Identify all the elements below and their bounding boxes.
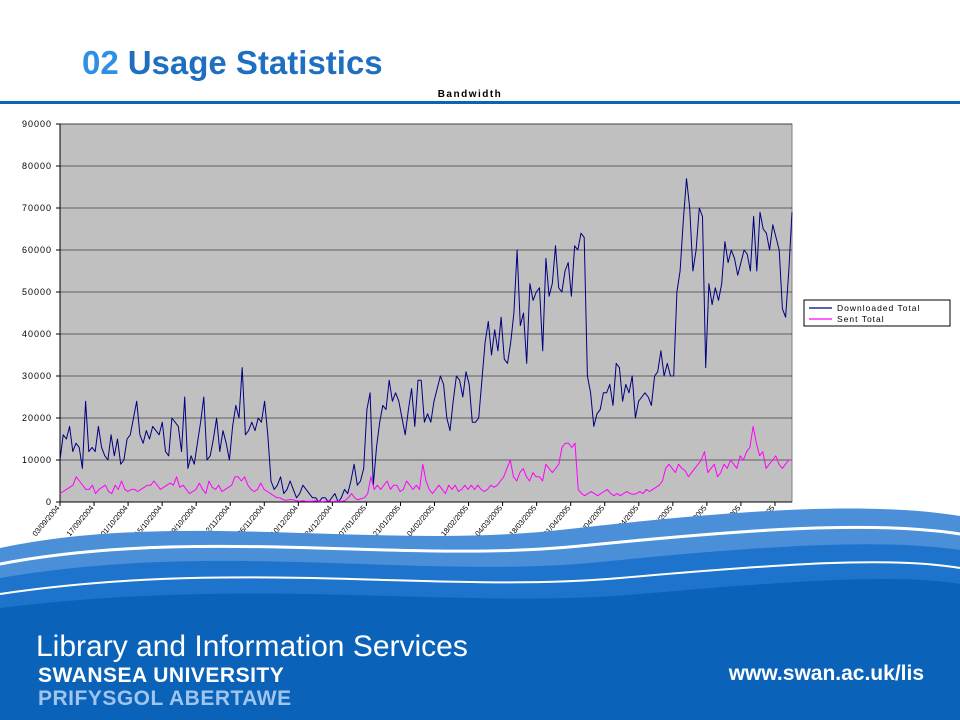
- series-line-0: [59, 178, 793, 503]
- chart-title: Bandwidth: [438, 89, 503, 100]
- y-tick-label: 0: [46, 497, 52, 507]
- footer-wave-stripe-1: [0, 525, 960, 566]
- footer-wave-dark: [0, 579, 960, 720]
- footer-wave-stripe-2: [0, 561, 960, 595]
- department-name: Library and Information Services: [36, 630, 468, 663]
- bandwidth-chart: Bandwidth 0 10000 20000 30000 40000 50000 6000…: [22, 89, 951, 538]
- slide-title-text: Usage Statistics: [127, 44, 383, 81]
- legend-label: Sent Total: [837, 314, 885, 324]
- y-tick-label: 60000: [22, 245, 52, 255]
- y-tick-label: 90000: [22, 119, 52, 129]
- y-tick-label: 20000: [22, 413, 52, 423]
- y-tick-label: 50000: [22, 287, 52, 297]
- y-tick-label: 10000: [22, 455, 52, 465]
- website-link[interactable]: www.swan.ac.uk/lis: [728, 662, 924, 685]
- legend-label: Downloaded Total: [837, 303, 920, 313]
- y-tick-label: 30000: [22, 371, 52, 381]
- legend-box: [803, 299, 951, 327]
- university-name-welsh: PRIFYSGOL ABERTAWE: [38, 687, 292, 710]
- university-name-english: SWANSEA UNIVERSITY: [38, 664, 285, 687]
- slide-number: 02: [82, 44, 119, 81]
- y-tick-label: 40000: [22, 329, 52, 339]
- footer-banner: [0, 508, 960, 720]
- y-tick-label: 80000: [22, 161, 52, 171]
- slide-title: 02 Usage Statistics: [82, 44, 383, 82]
- title-underline: [0, 101, 960, 104]
- series-line-1: [59, 425, 792, 503]
- y-tick-label: 70000: [22, 203, 52, 213]
